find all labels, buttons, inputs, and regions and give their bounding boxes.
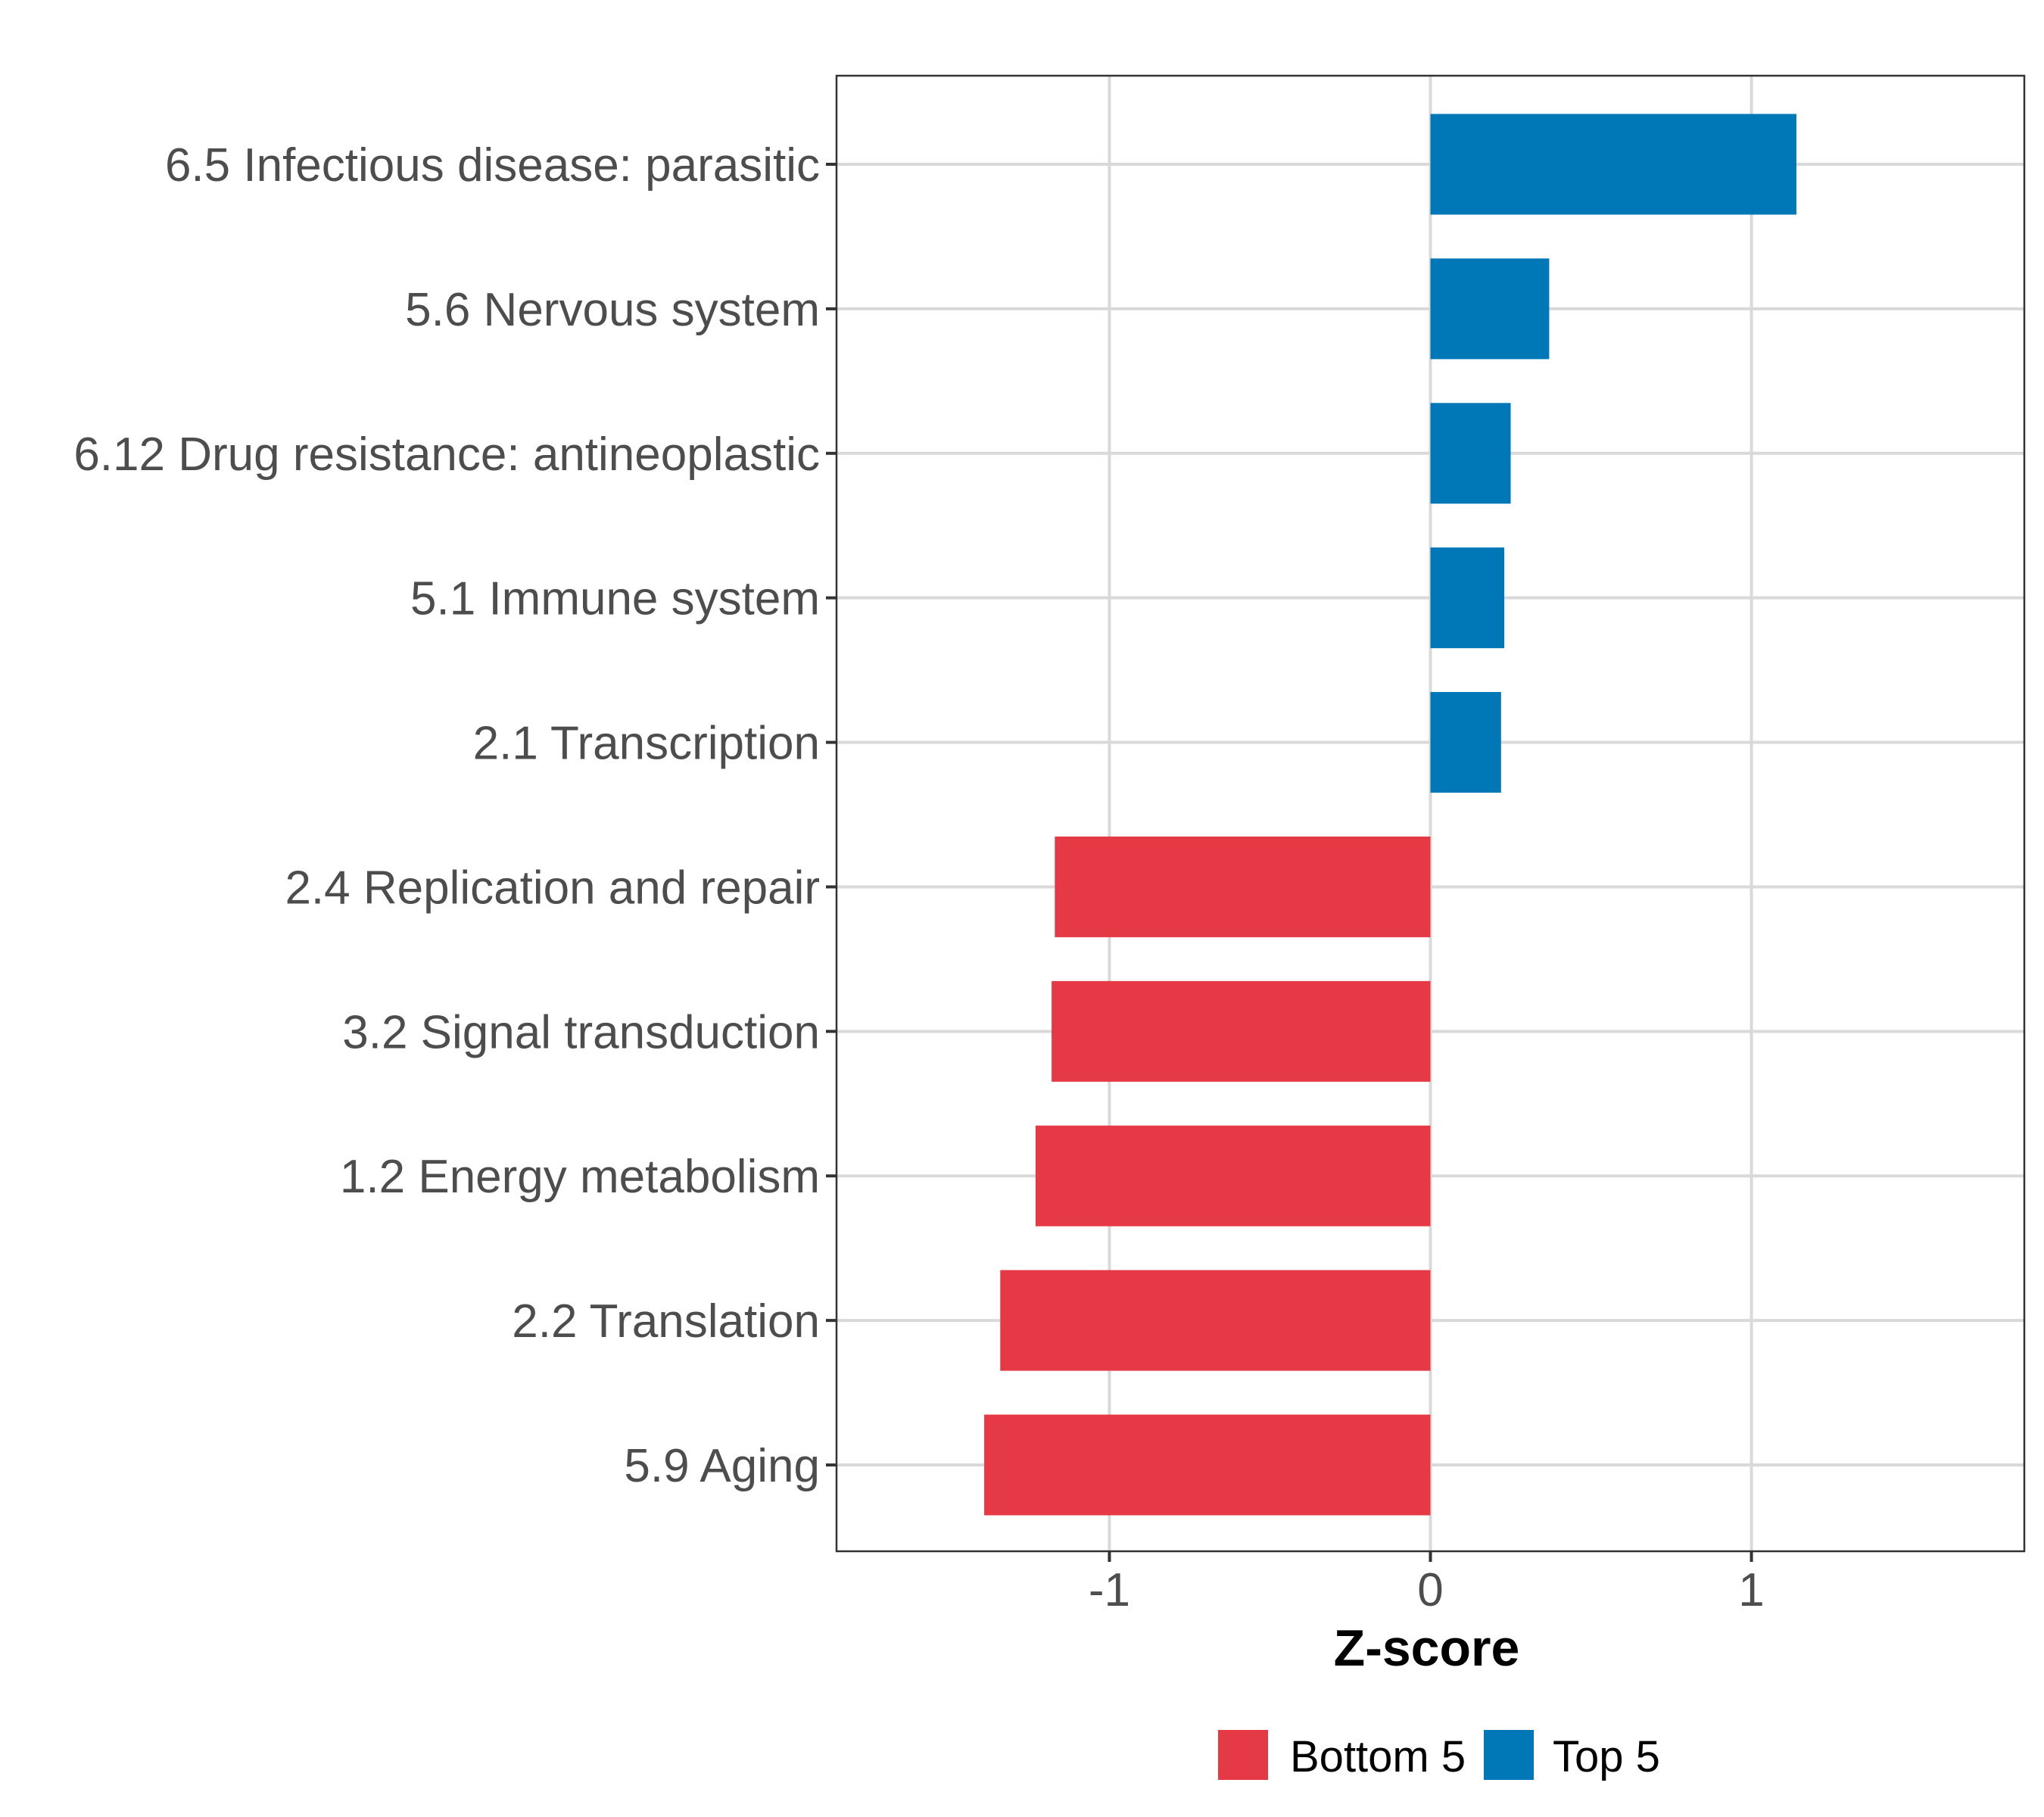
y-tick-label: 5.6 Nervous system [405, 284, 820, 336]
y-tick-label: 2.4 Replication and repair [285, 862, 820, 914]
x-axis-title: Z-score [1334, 1619, 1520, 1677]
bar [1000, 1270, 1431, 1371]
x-tick-label: 1 [1738, 1564, 1764, 1616]
bar [1430, 403, 1511, 504]
bar [1430, 692, 1501, 793]
legend: Bottom 5 Top 5 [1218, 1730, 1660, 1781]
y-tick-label: 5.1 Immune system [410, 573, 820, 625]
x-tick-label: -1 [1089, 1564, 1130, 1616]
y-tick-label: 2.2 Translation [512, 1295, 820, 1348]
legend-swatch [1218, 1730, 1268, 1780]
y-tick-label: 6.5 Infectious disease: parasitic [165, 139, 820, 192]
bar [1430, 114, 1796, 215]
legend-label: Bottom 5 [1290, 1732, 1466, 1781]
bar [1052, 980, 1431, 1082]
y-tick-label: 2.1 Transcription [473, 718, 820, 770]
bar [984, 1414, 1431, 1516]
x-axis: -1 0 1 [1089, 1551, 1765, 1616]
bar [1430, 547, 1505, 649]
y-tick-label: 3.2 Signal transduction [342, 1006, 820, 1058]
legend-label: Top 5 [1553, 1732, 1660, 1781]
bars [984, 114, 1796, 1516]
legend-swatch [1484, 1730, 1534, 1780]
x-tick-label: 0 [1417, 1564, 1443, 1616]
bar [1430, 258, 1550, 360]
y-tick-label: 1.2 Energy metabolism [340, 1151, 820, 1203]
y-tick-label: 6.12 Drug resistance: antineoplastic [73, 429, 820, 481]
y-axis: 6.5 Infectious disease: parasitic 5.6 Ner… [73, 139, 837, 1492]
bar [1055, 836, 1431, 937]
bar [1035, 1125, 1431, 1226]
y-tick-label: 5.9 Aging [624, 1440, 820, 1492]
